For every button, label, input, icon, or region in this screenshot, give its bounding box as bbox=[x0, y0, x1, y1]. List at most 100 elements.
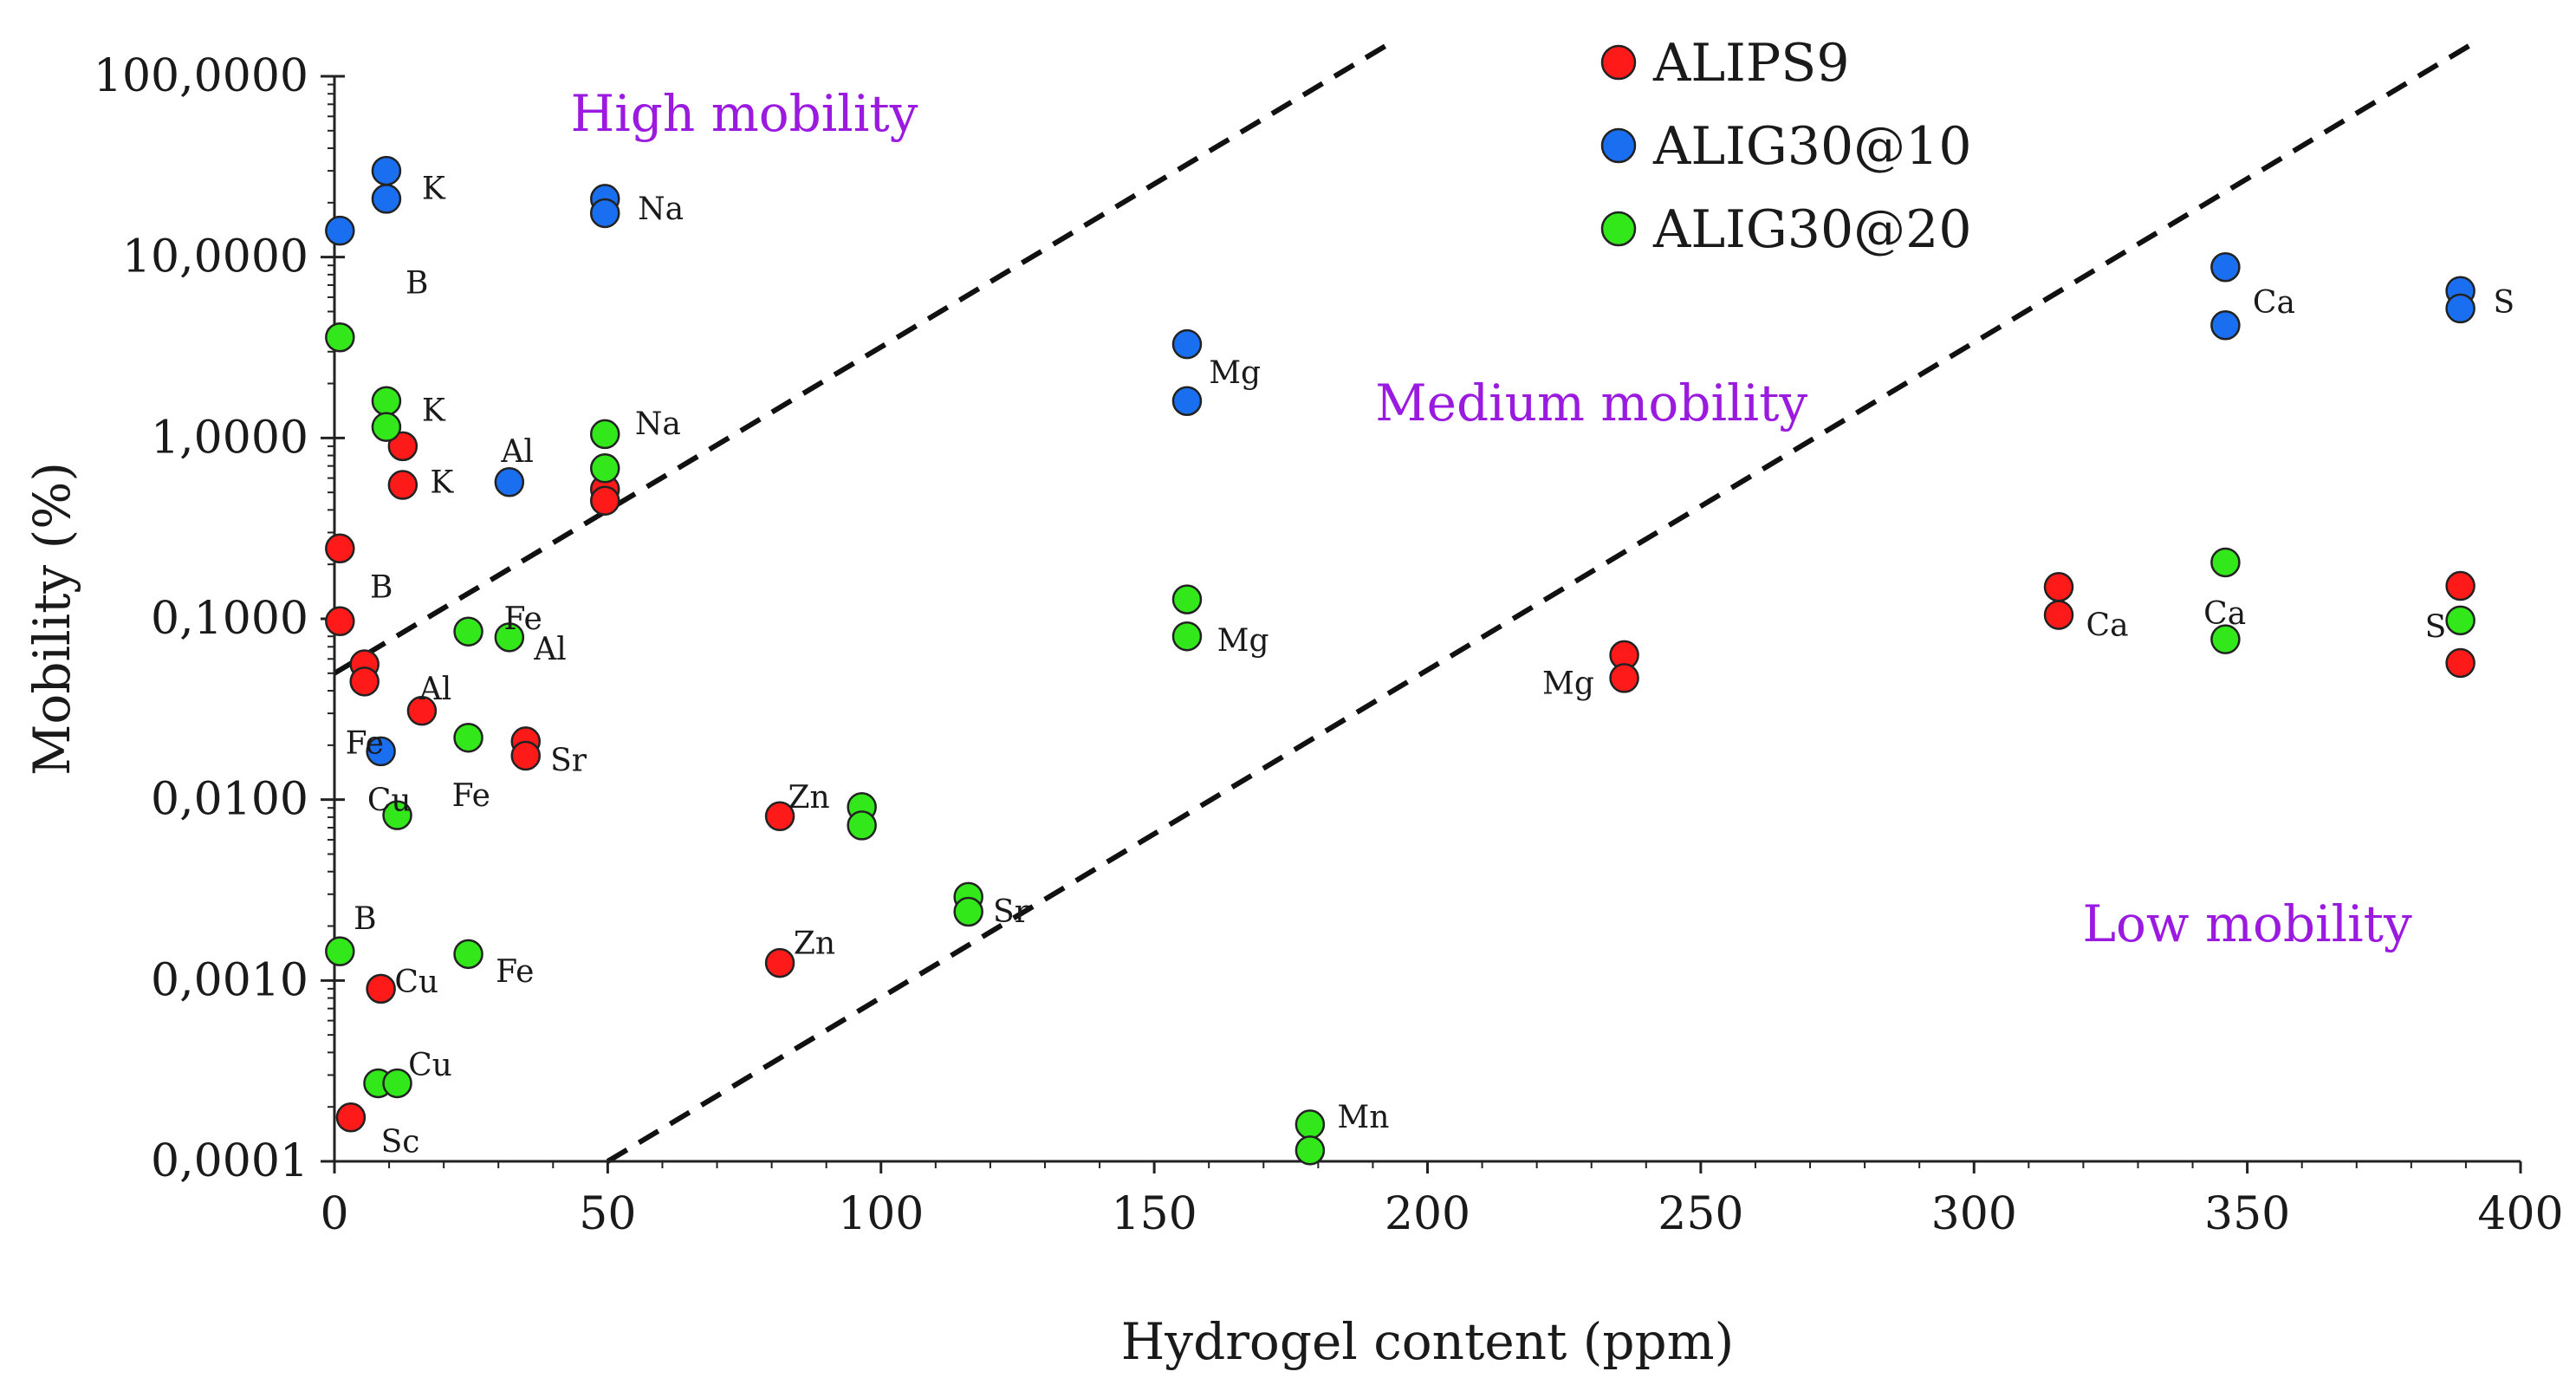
data-point bbox=[1609, 663, 1639, 693]
data-point bbox=[589, 419, 620, 450]
data-point bbox=[847, 810, 877, 841]
data-point bbox=[453, 616, 483, 647]
element-label: Ca bbox=[2086, 608, 2129, 644]
legend-label: ALIG30@10 bbox=[1652, 116, 1972, 177]
element-label: Ca bbox=[2203, 596, 2246, 632]
element-label: Mg bbox=[1209, 355, 1261, 391]
data-point bbox=[2210, 310, 2241, 341]
y-tick-label: 0,0100 bbox=[151, 774, 308, 826]
data-point bbox=[366, 736, 396, 767]
element-label: B bbox=[370, 569, 393, 605]
element-label: Cu bbox=[408, 1048, 452, 1083]
x-tick-label: 250 bbox=[1658, 1188, 1743, 1240]
element-label: Al bbox=[419, 672, 452, 707]
element-label: Zn bbox=[794, 926, 835, 962]
element-label: Cu bbox=[394, 965, 438, 1000]
data-point bbox=[1171, 584, 1203, 614]
y-tick-label: 100,0000 bbox=[94, 50, 308, 102]
legend-label: ALIPS9 bbox=[1652, 33, 1850, 94]
y-tick-label: 10,0000 bbox=[122, 231, 308, 283]
element-label: Sr bbox=[993, 894, 1030, 930]
mobility-boundary-line bbox=[334, 43, 1395, 676]
y-tick-label: 0,0001 bbox=[151, 1135, 308, 1187]
data-point bbox=[406, 695, 438, 726]
x-tick-label: 350 bbox=[2204, 1188, 2290, 1240]
data-point bbox=[2445, 293, 2475, 324]
x-axis-title: Hydrogel content (ppm) bbox=[1121, 1312, 1735, 1371]
element-label: Zn bbox=[788, 780, 830, 816]
legend-marker bbox=[1600, 44, 1637, 81]
data-point bbox=[453, 939, 483, 970]
element-label: Na bbox=[635, 406, 681, 442]
data-point bbox=[2445, 605, 2475, 636]
data-point bbox=[325, 215, 355, 246]
data-point bbox=[1294, 1135, 1326, 1166]
data-point bbox=[325, 533, 355, 564]
data-point bbox=[1171, 621, 1203, 652]
data-point bbox=[510, 740, 542, 771]
data-point bbox=[953, 896, 983, 927]
data-point bbox=[2043, 600, 2074, 630]
data-point bbox=[382, 1068, 412, 1099]
x-tick-label: 400 bbox=[2477, 1188, 2563, 1240]
region-label: High mobility bbox=[571, 84, 918, 143]
y-tick-label: 1,0000 bbox=[151, 412, 308, 464]
element-label: Mg bbox=[1542, 666, 1594, 701]
data-point bbox=[366, 973, 396, 1004]
y-tick-label: 0,0010 bbox=[151, 954, 308, 1006]
data-point bbox=[371, 386, 402, 416]
data-point bbox=[371, 155, 402, 186]
y-axis-title: Mobility (%) bbox=[23, 462, 81, 776]
data-point bbox=[2210, 252, 2241, 283]
data-point bbox=[382, 800, 412, 830]
element-label: Fe bbox=[504, 601, 542, 637]
element-label: Cu bbox=[367, 783, 412, 819]
x-tick-label: 100 bbox=[838, 1188, 924, 1240]
element-label: K bbox=[422, 171, 446, 206]
data-point bbox=[1171, 386, 1203, 416]
data-point bbox=[764, 947, 795, 978]
region-label: Low mobility bbox=[2082, 894, 2412, 953]
element-label: K bbox=[422, 393, 446, 429]
element-label: S bbox=[2425, 610, 2447, 646]
data-point bbox=[494, 467, 525, 497]
data-point bbox=[2210, 547, 2241, 578]
data-point bbox=[1171, 328, 1203, 360]
data-point bbox=[589, 198, 620, 229]
element-label: Fe bbox=[452, 778, 490, 814]
data-point bbox=[335, 1102, 367, 1133]
x-tick-label: 150 bbox=[1111, 1188, 1197, 1240]
data-point bbox=[589, 485, 620, 516]
y-tick-label: 0,1000 bbox=[151, 593, 308, 645]
element-label: Fe bbox=[496, 954, 534, 990]
data-point bbox=[349, 666, 380, 697]
element-label: Al bbox=[500, 434, 534, 470]
data-point bbox=[494, 622, 525, 653]
element-label: Ca bbox=[2253, 285, 2295, 321]
element-label: Fe bbox=[346, 726, 384, 762]
region-label: Medium mobility bbox=[1375, 374, 1807, 432]
data-point bbox=[371, 184, 402, 214]
element-label: K bbox=[430, 465, 454, 500]
data-point bbox=[2043, 572, 2074, 602]
element-label: Sr bbox=[550, 743, 587, 778]
mobility-boundary-line bbox=[606, 43, 2473, 1164]
data-point bbox=[387, 431, 419, 462]
element-label: S bbox=[2493, 285, 2514, 321]
data-point bbox=[371, 412, 402, 442]
data-point bbox=[325, 606, 355, 637]
x-tick-label: 0 bbox=[320, 1188, 348, 1240]
element-label: Mn bbox=[1337, 1100, 1389, 1135]
data-point bbox=[764, 801, 795, 832]
legend-marker bbox=[1600, 211, 1637, 247]
data-point bbox=[589, 453, 620, 484]
data-point bbox=[325, 322, 355, 353]
data-point bbox=[453, 722, 483, 753]
element-label: Sc bbox=[381, 1125, 420, 1160]
data-point bbox=[2445, 570, 2475, 601]
data-point bbox=[2210, 624, 2241, 654]
legend: ALIPS9 ALIG30@10 ALIG30@20 bbox=[1600, 33, 1972, 260]
x-tick-label: 300 bbox=[1931, 1188, 2017, 1240]
x-tick-label: 200 bbox=[1385, 1188, 1470, 1240]
element-label: Mg bbox=[1217, 623, 1269, 659]
